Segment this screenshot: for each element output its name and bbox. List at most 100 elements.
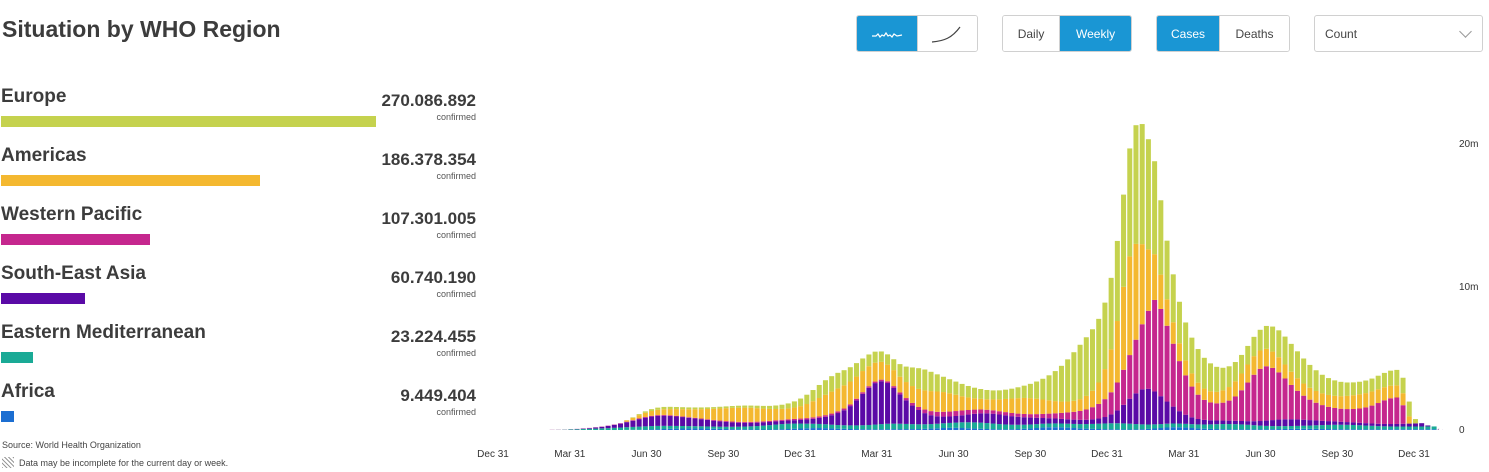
bar-segment[interactable]: [1307, 399, 1313, 421]
bar-segment[interactable]: [841, 370, 847, 386]
bar-segment[interactable]: [1201, 424, 1207, 429]
bar-segment[interactable]: [996, 411, 1002, 415]
bar-segment[interactable]: [1034, 428, 1040, 430]
bar-segment[interactable]: [1276, 372, 1282, 420]
bar-segment[interactable]: [698, 419, 704, 427]
bar-segment[interactable]: [984, 409, 990, 414]
bar-segment[interactable]: [1369, 378, 1375, 392]
bar-segment[interactable]: [754, 408, 760, 422]
bar-segment[interactable]: [878, 424, 884, 430]
bar-segment[interactable]: [972, 428, 978, 430]
bar-segment[interactable]: [1326, 378, 1332, 395]
bar-segment[interactable]: [711, 428, 717, 430]
bar-segment[interactable]: [692, 428, 698, 430]
bar-segment[interactable]: [1046, 375, 1052, 401]
bar-segment[interactable]: [996, 414, 1002, 425]
bar-segment[interactable]: [878, 381, 884, 425]
bar-segment[interactable]: [1313, 425, 1319, 429]
bar-segment[interactable]: [1263, 429, 1269, 430]
bar-segment[interactable]: [1183, 423, 1189, 428]
bar-segment[interactable]: [1021, 424, 1027, 429]
bar-segment[interactable]: [605, 425, 611, 429]
bar-segment[interactable]: [773, 421, 779, 425]
bar-segment[interactable]: [885, 381, 891, 384]
bar-segment[interactable]: [1133, 393, 1139, 425]
bar-segment[interactable]: [885, 354, 891, 365]
bar-segment[interactable]: [692, 409, 698, 418]
bar-segment[interactable]: [1145, 139, 1151, 250]
bar-segment[interactable]: [760, 408, 766, 422]
bar-segment[interactable]: [835, 425, 841, 429]
bar-segment[interactable]: [1102, 302, 1108, 370]
bar-segment[interactable]: [1108, 392, 1114, 415]
bar-segment[interactable]: [1077, 419, 1083, 425]
bar-segment[interactable]: [953, 381, 959, 395]
bar-segment[interactable]: [1406, 401, 1412, 417]
bar-segment[interactable]: [624, 420, 630, 422]
bar-segment[interactable]: [1152, 299, 1158, 392]
bar-segment[interactable]: [798, 406, 804, 419]
bar-segment[interactable]: [1077, 424, 1083, 429]
bar-segment[interactable]: [959, 383, 965, 397]
bar-segment[interactable]: [1214, 366, 1220, 392]
bar-segment[interactable]: [922, 369, 928, 391]
bar-segment[interactable]: [661, 415, 667, 426]
bar-segment[interactable]: [990, 390, 996, 400]
bar-segment[interactable]: [1058, 401, 1064, 413]
bar-segment[interactable]: [1133, 429, 1139, 430]
bar-segment[interactable]: [878, 351, 884, 362]
bar-segment[interactable]: [928, 415, 934, 425]
bar-segment[interactable]: [754, 422, 760, 427]
bar-segment[interactable]: [903, 398, 909, 401]
bar-segment[interactable]: [574, 429, 580, 430]
bar-segment[interactable]: [661, 429, 667, 430]
bar-segment[interactable]: [1363, 407, 1369, 424]
bar-segment[interactable]: [1282, 428, 1288, 430]
bar-segment[interactable]: [1307, 364, 1313, 388]
bar-segment[interactable]: [1313, 370, 1319, 391]
bar-segment[interactable]: [1003, 424, 1009, 430]
bar-segment[interactable]: [916, 388, 922, 407]
bar-segment[interactable]: [847, 429, 853, 430]
bar-segment[interactable]: [1145, 424, 1151, 429]
cumulative-chart-button[interactable]: [916, 16, 977, 51]
bar-segment[interactable]: [829, 413, 835, 416]
bar-segment[interactable]: [1139, 429, 1145, 430]
bar-segment[interactable]: [1294, 425, 1300, 429]
bar-segment[interactable]: [1388, 385, 1394, 399]
bar-segment[interactable]: [1065, 401, 1071, 413]
bar-segment[interactable]: [1027, 398, 1033, 415]
bar-segment[interactable]: [854, 376, 860, 399]
bar-segment[interactable]: [916, 406, 922, 410]
bar-segment[interactable]: [984, 399, 990, 410]
bar-segment[interactable]: [972, 422, 978, 429]
bar-segment[interactable]: [1133, 339, 1139, 394]
bar-segment[interactable]: [717, 428, 723, 430]
bar-segment[interactable]: [860, 425, 866, 430]
bar-segment[interactable]: [1270, 426, 1276, 430]
bar-segment[interactable]: [642, 412, 648, 417]
bar-segment[interactable]: [1176, 301, 1182, 344]
bar-segment[interactable]: [1114, 321, 1120, 383]
bar-segment[interactable]: [1158, 428, 1164, 430]
bar-segment[interactable]: [1170, 427, 1176, 430]
bar-segment[interactable]: [1294, 378, 1300, 391]
bar-segment[interactable]: [1158, 274, 1164, 309]
bar-segment[interactable]: [1208, 402, 1214, 421]
bar-segment[interactable]: [810, 418, 816, 424]
bar-segment[interactable]: [1195, 418, 1201, 425]
bar-segment[interactable]: [1332, 421, 1338, 425]
bar-segment[interactable]: [1282, 419, 1288, 427]
bar-segment[interactable]: [934, 423, 940, 429]
bar-segment[interactable]: [618, 423, 624, 428]
bar-segment[interactable]: [767, 421, 773, 426]
bar-segment[interactable]: [1288, 419, 1294, 427]
bar-segment[interactable]: [655, 429, 661, 430]
bar-segment[interactable]: [1338, 424, 1344, 430]
bar-segment[interactable]: [1288, 428, 1294, 430]
bar-segment[interactable]: [1245, 382, 1251, 422]
bar-segment[interactable]: [692, 407, 698, 410]
bar-segment[interactable]: [940, 411, 946, 417]
bar-segment[interactable]: [1040, 423, 1046, 428]
bar-segment[interactable]: [947, 411, 953, 417]
